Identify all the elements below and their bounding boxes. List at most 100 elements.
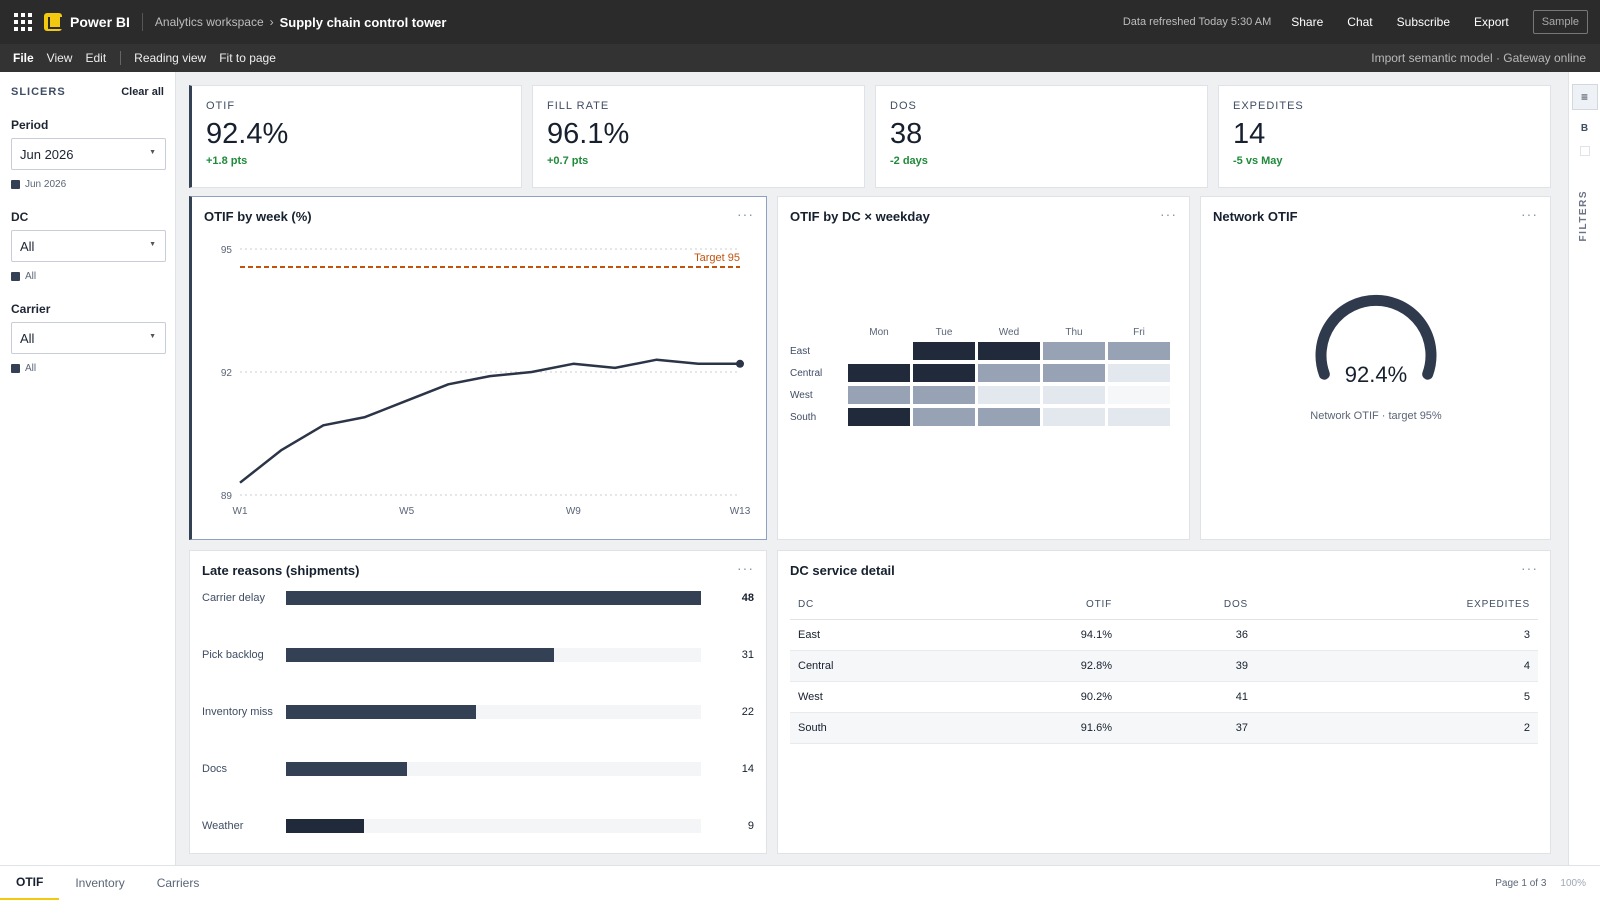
more-options-icon[interactable]: ··· (737, 560, 754, 576)
table-cell: 2 (1256, 712, 1538, 744)
otif-heatmap-visual[interactable]: OTIF by DC × weekday ··· Mon Tue Wed Thu Fri… (777, 196, 1190, 540)
more-options-icon[interactable]: ··· (1160, 206, 1177, 222)
late-reasons-visual[interactable]: Late reasons (shipments) ··· Carrier del… (189, 550, 767, 854)
selection-chip: Jun 2026 (11, 179, 164, 190)
heatmap-cell[interactable] (1108, 386, 1170, 404)
heatmap-cell[interactable] (1108, 408, 1170, 426)
heatmap-cell[interactable] (913, 342, 975, 360)
more-options-icon[interactable]: ··· (737, 206, 754, 222)
menu-edit[interactable]: Edit (85, 51, 107, 65)
kpi-label: OTIF (206, 100, 236, 112)
zoom-level[interactable]: 100% (1560, 877, 1586, 889)
bar[interactable] (286, 647, 555, 662)
kpi-card-expedites[interactable]: EXPEDITES 14 -5 vs May (1218, 85, 1551, 188)
dc-service-detail-visual[interactable]: DC service detail ··· DC OTIF DOS EXPEDI… (777, 550, 1551, 854)
clear-all-button[interactable]: Clear all (121, 86, 164, 98)
bar-row[interactable]: Inventory miss 22 (202, 683, 754, 740)
gauge-chart: 92.4% Network OTIF · target 95% (1310, 294, 1442, 422)
heatmap-cell[interactable] (978, 364, 1040, 382)
kpi-value: 96.1% (547, 118, 630, 150)
brand-name: Power BI (70, 14, 130, 30)
bar-row[interactable]: Weather 9 (202, 797, 754, 854)
heatmap-cell[interactable] (978, 408, 1040, 426)
menu-reading-view[interactable]: Reading view (134, 51, 207, 65)
heatmap-cell[interactable] (1043, 342, 1105, 360)
heatmap-cell[interactable] (1043, 386, 1105, 404)
table-row[interactable]: Central 92.8% 39 4 (790, 650, 1538, 682)
app-launcher-icon[interactable] (14, 13, 32, 31)
table-cell: 36 (1120, 619, 1256, 651)
kpi-card-dos[interactable]: DOS 38 -2 days (875, 85, 1208, 188)
heatmap-cell[interactable] (978, 342, 1040, 360)
network-otif-visual[interactable]: Network OTIF ··· 92.4% Network OTIF · tar… (1200, 196, 1551, 540)
heatmap-cell[interactable] (1108, 342, 1170, 360)
bar-row[interactable]: Docs 14 (202, 740, 754, 797)
y-tick-label: 95 (221, 245, 233, 256)
heatmap-cell[interactable] (913, 386, 975, 404)
column-header[interactable]: DOS (1120, 591, 1256, 620)
column-header[interactable]: OTIF (920, 591, 1120, 620)
export-button[interactable]: Export (1474, 15, 1509, 29)
kpi-card-otif[interactable]: OTIF 92.4% +1.8 pts (189, 85, 522, 188)
table-cell: 92.8% (920, 650, 1120, 682)
slicer-dc: DC All ▼ All (11, 210, 166, 282)
menu-file[interactable]: File (13, 51, 34, 65)
last-point-marker[interactable] (736, 359, 744, 368)
heatmap-cell[interactable] (848, 386, 910, 404)
table-row[interactable]: East 94.1% 36 3 (790, 619, 1538, 651)
heatmap-cell[interactable] (848, 342, 910, 360)
visual-title: Late reasons (shipments) (202, 563, 360, 578)
share-button[interactable]: Share (1291, 15, 1324, 29)
table-row[interactable]: South 91.6% 37 2 (790, 712, 1538, 744)
filters-pane-toggle[interactable]: FILTERS (1578, 190, 1589, 242)
bar[interactable] (286, 590, 701, 605)
column-header[interactable]: DC (790, 591, 920, 620)
gauge-arc (1315, 294, 1437, 380)
menu-fit-to-page[interactable]: Fit to page (219, 51, 276, 65)
more-options-icon[interactable]: ··· (1521, 206, 1538, 222)
tab-inventory[interactable]: Inventory (75, 876, 125, 890)
period-dropdown[interactable]: Jun 2026 ▼ (11, 138, 166, 170)
dc-dropdown[interactable]: All ▼ (11, 230, 166, 262)
breadcrumb-workspace[interactable]: Analytics workspace (154, 15, 264, 29)
bar[interactable] (286, 818, 364, 833)
menu-view[interactable]: View (46, 51, 73, 65)
bar[interactable] (286, 704, 477, 719)
heatmap-cell[interactable] (1043, 364, 1105, 382)
heatmap-cell[interactable] (913, 364, 975, 382)
bar-track (286, 761, 701, 776)
heatmap-cell[interactable] (978, 386, 1040, 404)
otif-by-week-visual[interactable]: OTIF by week (%) ··· 89 92 95 W1 W5 W9 W13 Targ… (189, 196, 767, 540)
more-options-icon[interactable]: ··· (1521, 560, 1538, 576)
heatmap-cell[interactable] (848, 364, 910, 382)
x-tick-label: W9 (566, 506, 581, 517)
bookmark-button[interactable]: B (1580, 123, 1589, 134)
table-cell: 94.1% (920, 619, 1120, 651)
heatmap-cell[interactable] (913, 408, 975, 426)
slicers-title: SLICERS (11, 86, 66, 98)
carrier-dropdown[interactable]: All ▼ (11, 322, 166, 354)
kpi-card-fill-rate[interactable]: FILL RATE 96.1% +0.7 pts (532, 85, 865, 188)
bar-row[interactable]: Pick backlog 31 (202, 626, 754, 683)
heatmap-cell[interactable] (1108, 364, 1170, 382)
tab-carriers[interactable]: Carriers (156, 876, 200, 890)
menu-icon[interactable]: ≡ (1571, 84, 1598, 110)
chevron-down-icon: ▼ (149, 149, 156, 156)
sample-button[interactable]: Sample (1532, 10, 1588, 34)
heatmap-cell[interactable] (1043, 408, 1105, 426)
table-row[interactable]: West 90.2% 41 5 (790, 681, 1538, 713)
heatmap-column-label: Fri (1133, 327, 1145, 338)
column-header[interactable]: EXPEDITES (1256, 591, 1538, 620)
visual-title: OTIF by DC × weekday (790, 209, 930, 224)
bar[interactable] (286, 761, 408, 776)
bar-category-label: Carrier delay (202, 591, 265, 604)
y-tick-label: 92 (221, 368, 233, 379)
square-icon[interactable] (1579, 146, 1590, 156)
line-chart: 89 92 95 W1 W5 W9 W13 Target 95 (221, 245, 751, 517)
heatmap-cell[interactable] (848, 408, 910, 426)
subscribe-button[interactable]: Subscribe (1396, 15, 1451, 29)
tab-otif[interactable]: OTIF (0, 866, 60, 900)
bar-row[interactable]: Carrier delay 48 (202, 569, 754, 626)
chat-button[interactable]: Chat (1347, 15, 1373, 29)
heatmap-grid: Mon Tue Wed Thu Fri East Central West South (790, 327, 1173, 426)
